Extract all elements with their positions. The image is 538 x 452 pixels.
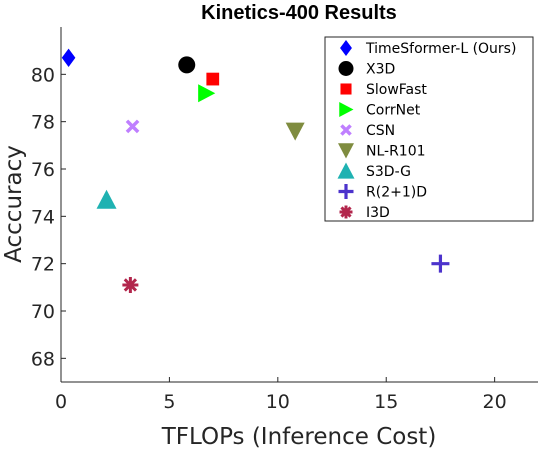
data-point [61, 48, 76, 67]
legend-marker [339, 205, 353, 219]
data-point-marker [125, 119, 140, 134]
data-point [96, 189, 117, 209]
data-point-marker [96, 189, 117, 209]
chart-title: Kinetics-400 Results [201, 2, 397, 24]
x-tick-label: 10 [266, 391, 290, 413]
legend-label: S3D-G [366, 164, 411, 180]
legend-marker [340, 39, 352, 57]
data-point [431, 254, 450, 273]
data-point [285, 122, 305, 141]
y-tick-label: 68 [31, 348, 55, 370]
data-point-marker [178, 56, 196, 74]
y-tick-label: 72 [31, 254, 55, 276]
legend-label: SlowFast [366, 82, 427, 98]
data-point-marker [61, 48, 76, 67]
legend-marker [340, 124, 352, 136]
y-tick-label: 76 [31, 159, 55, 181]
legend-item: SlowFast [340, 82, 427, 98]
legend-label: NL-R101 [366, 144, 426, 160]
y-tick-label: 74 [31, 206, 55, 228]
legend-label: CorrNet [366, 103, 421, 119]
legend-label: X3D [366, 62, 395, 78]
y-tick-label: 78 [31, 112, 55, 134]
x-ticks: 0 5 10 15 20 [55, 377, 507, 413]
x-tick-label: 0 [55, 391, 67, 413]
data-point [125, 119, 140, 134]
legend-item: TimeSformer-L (Ours) [340, 39, 516, 57]
legend-marker [337, 162, 355, 179]
data-point [198, 84, 216, 103]
legend-marker [338, 61, 354, 76]
data-point-marker [122, 276, 139, 293]
data-points [61, 48, 450, 293]
legend-item: NL-R101 [338, 143, 426, 160]
legend-item: CSN [340, 123, 395, 139]
data-point [206, 72, 220, 86]
data-point [178, 56, 196, 74]
legend: TimeSformer-L (Ours) X3D SlowFast CorrNet CS… [324, 36, 534, 222]
data-point-marker [285, 122, 305, 141]
legend-box [324, 36, 534, 222]
legend-label: R(2+1)D [366, 185, 427, 201]
legend-item: CorrNet [339, 102, 421, 119]
data-point-marker [431, 254, 450, 273]
x-axis-label: TFLOPs (Inference Cost) [161, 424, 437, 450]
data-point-marker [198, 84, 216, 103]
legend-marker [340, 83, 352, 95]
y-tick-label: 70 [31, 301, 55, 323]
legend-marker [338, 184, 354, 199]
legend-item: X3D [338, 61, 395, 78]
legend-label: TimeSformer-L (Ours) [365, 41, 516, 57]
x-tick-label: 20 [483, 391, 507, 413]
legend-label: I3D [366, 205, 390, 221]
data-point-marker [206, 72, 220, 86]
x-tick-label: 15 [374, 391, 398, 413]
legend-items: TimeSformer-L (Ours) X3D SlowFast CorrNet CS… [337, 39, 516, 221]
axes [60, 27, 538, 383]
legend-item: S3D-G [337, 162, 411, 180]
legend-label: CSN [366, 123, 395, 139]
y-axis-label: Acccuracy [1, 145, 27, 263]
legend-marker [339, 102, 354, 117]
x-tick-label: 5 [163, 391, 175, 413]
legend-marker [338, 143, 354, 159]
legend-item: I3D [339, 205, 390, 221]
legend-item: R(2+1)D [338, 184, 427, 201]
y-tick-label: 80 [31, 64, 55, 86]
y-ticks: 68 70 72 74 76 78 80 [31, 64, 66, 370]
data-point [122, 276, 139, 293]
